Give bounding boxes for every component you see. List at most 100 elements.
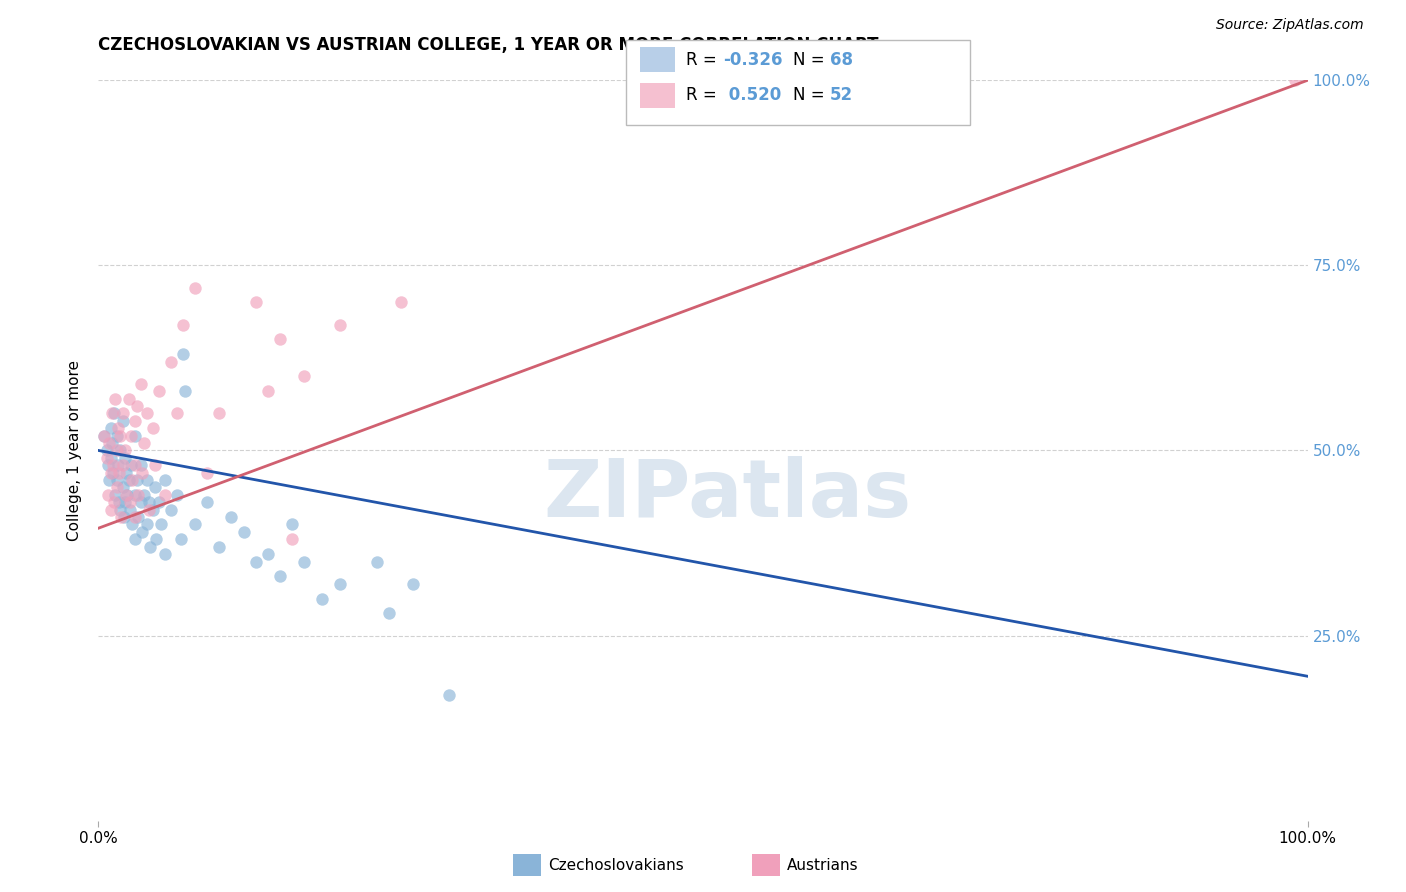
Point: [329, 318, 352, 332]
Point: [148, 384, 170, 399]
Point: [153, 547, 176, 561]
Point: [139, 540, 162, 554]
Point: [142, 421, 165, 435]
Point: [108, 502, 131, 516]
Point: [121, 517, 143, 532]
Point: [437, 688, 460, 702]
Point: [135, 473, 157, 487]
Point: [98, 436, 121, 450]
Point: [142, 502, 165, 516]
Point: [366, 555, 388, 569]
Point: [153, 488, 176, 502]
Point: [105, 473, 128, 487]
Point: [121, 473, 143, 487]
Point: [208, 540, 231, 554]
Point: [98, 473, 121, 487]
Point: [245, 555, 267, 569]
Point: [100, 436, 122, 450]
Point: [101, 466, 124, 480]
Point: [107, 421, 129, 435]
Point: [118, 392, 141, 406]
Text: ZIPatlas: ZIPatlas: [543, 456, 911, 534]
Point: [100, 421, 122, 435]
Point: [105, 443, 128, 458]
Point: [256, 384, 278, 399]
Point: [115, 488, 138, 502]
Text: N =: N =: [793, 87, 830, 104]
Text: 0.520: 0.520: [723, 87, 780, 104]
Point: [108, 466, 131, 480]
Point: [100, 466, 122, 480]
Point: [402, 576, 425, 591]
Point: [127, 510, 149, 524]
Point: [169, 533, 191, 547]
Point: [172, 347, 194, 361]
Point: [105, 428, 128, 442]
Point: [103, 495, 125, 509]
Point: [256, 547, 278, 561]
Point: [129, 495, 152, 509]
Point: [103, 407, 125, 421]
Point: [118, 495, 141, 509]
Point: [97, 458, 120, 473]
Point: [184, 517, 207, 532]
Point: [111, 414, 134, 428]
Text: R =: R =: [686, 87, 723, 104]
Point: [127, 399, 149, 413]
Point: [166, 488, 188, 502]
Text: Czechoslovakians: Czechoslovakians: [548, 858, 685, 872]
Point: [127, 473, 149, 487]
Point: [100, 502, 122, 516]
Text: R =: R =: [686, 51, 723, 69]
Point: [281, 517, 304, 532]
Point: [124, 428, 146, 442]
Point: [135, 517, 157, 532]
Point: [245, 295, 267, 310]
Point: [377, 607, 399, 621]
Point: [108, 495, 131, 509]
Point: [124, 510, 146, 524]
Point: [93, 428, 115, 442]
Point: [129, 376, 152, 391]
Point: [104, 488, 127, 502]
Text: Austrians: Austrians: [787, 858, 859, 872]
Point: [108, 443, 131, 458]
Point: [100, 450, 122, 465]
Point: [96, 450, 118, 465]
Point: [104, 392, 127, 406]
Point: [110, 510, 132, 524]
Point: [160, 354, 183, 368]
Point: [105, 480, 128, 494]
Point: [166, 407, 188, 421]
Text: 68: 68: [830, 51, 852, 69]
Point: [195, 466, 218, 480]
Point: [208, 407, 231, 421]
Point: [172, 318, 194, 332]
Point: [148, 495, 170, 509]
Point: [111, 407, 134, 421]
Point: [232, 524, 254, 539]
Point: [124, 414, 146, 428]
Text: -0.326: -0.326: [723, 51, 782, 69]
Point: [118, 502, 141, 516]
Text: 52: 52: [830, 87, 852, 104]
Point: [118, 473, 141, 487]
Point: [131, 524, 153, 539]
Point: [108, 428, 131, 442]
Point: [311, 591, 333, 606]
Point: [135, 407, 157, 421]
Point: [124, 488, 146, 502]
Point: [221, 510, 243, 524]
Point: [131, 466, 153, 480]
Point: [115, 466, 138, 480]
Point: [93, 428, 115, 442]
Point: [120, 428, 142, 442]
Text: Source: ZipAtlas.com: Source: ZipAtlas.com: [1216, 18, 1364, 32]
Point: [145, 533, 167, 547]
Point: [114, 495, 136, 509]
Point: [281, 533, 304, 547]
Text: N =: N =: [793, 51, 830, 69]
Point: [150, 517, 173, 532]
Point: [153, 473, 176, 487]
Point: [134, 436, 156, 450]
